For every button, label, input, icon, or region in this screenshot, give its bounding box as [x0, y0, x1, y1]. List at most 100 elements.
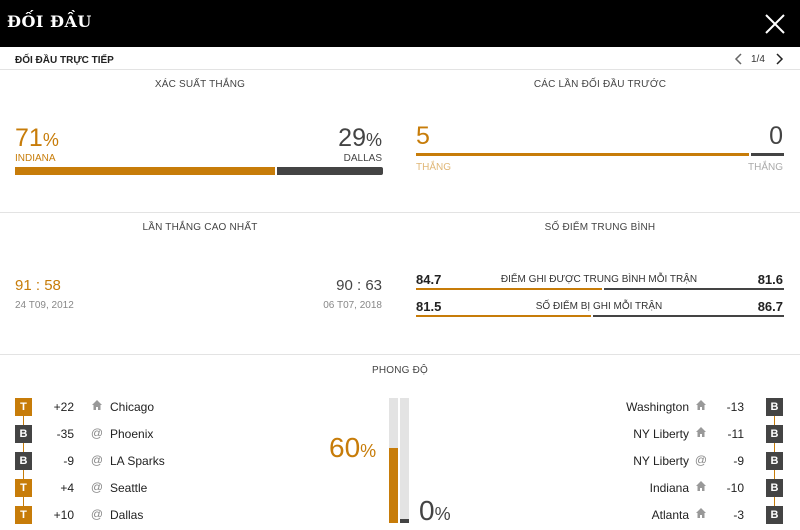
form-row: T +4 @ Seattle: [0, 479, 800, 497]
home-highest-score: 91 : 58: [15, 278, 61, 294]
away-team-label: DALLAS: [343, 153, 382, 164]
win-prob-title: XÁC SUẤT THẮNG: [154, 79, 246, 90]
away-form-bar-track: [400, 398, 409, 523]
away-form-pct-value: 0: [419, 495, 435, 526]
home-form-bar-track: [389, 398, 398, 523]
point-diff: -3: [733, 508, 744, 522]
pager-count: 1/4: [751, 54, 765, 65]
form-connector: [23, 443, 24, 452]
form-connector: [23, 416, 24, 425]
away-highest-score: 90 : 63: [336, 278, 382, 294]
form-row: B -9 @ NY Liberty: [0, 452, 800, 470]
result-badge: T: [15, 506, 32, 524]
away-win-prob: 29%: [338, 126, 382, 153]
away-highest-date: 06 T07, 2018: [323, 300, 382, 311]
pct-symbol: %: [434, 504, 451, 524]
chevron-right-icon[interactable]: [773, 52, 785, 66]
opponent-name[interactable]: NY Liberty: [633, 454, 689, 468]
away-previous-label: THẮNG: [748, 162, 783, 173]
form-row: B -10 Indiana: [0, 479, 800, 497]
avg-scored-home-bar: [416, 288, 602, 290]
form-connector: [23, 497, 24, 506]
opponent-name[interactable]: Chicago: [110, 400, 155, 414]
result-badge: B: [766, 398, 783, 416]
home-icon: [694, 507, 708, 521]
away-win-prob-bar: [277, 167, 383, 175]
avg-conceded-label: SỐ ĐIỂM BỊ GHI MỖI TRẬN: [535, 301, 663, 312]
result-badge: B: [766, 479, 783, 497]
score-sep: :: [356, 277, 362, 294]
form-row: B -35 @ Phoenix: [0, 425, 800, 443]
opponent-name[interactable]: Washington: [626, 400, 689, 414]
point-diff: -10: [726, 481, 744, 495]
highest-win-title: LẦN THẮNG CAO NHẤT: [142, 222, 258, 233]
avg-scored-away: 81.6: [757, 272, 783, 287]
form-title: PHONG ĐỘ: [371, 365, 429, 376]
away-form-pct: 0%: [419, 497, 451, 528]
opponent-name[interactable]: Atlanta: [651, 508, 689, 522]
avg-conceded-away-bar: [593, 315, 784, 317]
home-win-prob-value: 71: [15, 124, 43, 152]
close-icon[interactable]: [762, 11, 788, 37]
avg-scored-home: 84.7: [416, 272, 442, 287]
divider: [0, 354, 800, 355]
home-previous-label: THẮNG: [416, 162, 451, 173]
previous-meetings-title: CÁC LẦN ĐỐI ĐẦU TRƯỚC: [533, 79, 667, 90]
result-badge: B: [766, 425, 783, 443]
averages-title: SỐ ĐIỂM TRUNG BÌNH: [544, 222, 656, 233]
point-diff: -9: [733, 454, 744, 468]
form-connector: [23, 470, 24, 479]
avg-conceded-home-bar: [416, 315, 591, 317]
score-value: 63: [365, 277, 382, 294]
point-diff: +22: [53, 400, 74, 414]
result-badge: B: [15, 452, 32, 470]
avg-scored-label: ĐIỂM GHI ĐƯỢC TRUNG BÌNH MỖI TRẬN: [500, 274, 698, 285]
score-sep: :: [35, 277, 41, 294]
pct-symbol: %: [42, 130, 59, 150]
opponent-name[interactable]: Seattle: [110, 481, 148, 495]
opponent-name[interactable]: NY Liberty: [633, 427, 689, 441]
modal-header: ĐỐI ĐẦU: [0, 0, 800, 47]
opponent-name[interactable]: Indiana: [649, 481, 689, 495]
home-form-pct-value: 60: [329, 432, 361, 463]
at-icon: @: [694, 453, 708, 467]
at-icon: @: [90, 507, 104, 521]
point-diff: +4: [60, 481, 74, 495]
home-previous-wins: 5: [416, 122, 430, 150]
result-badge: T: [15, 479, 32, 497]
opponent-name[interactable]: Phoenix: [110, 427, 154, 441]
point-diff: -11: [727, 427, 744, 441]
form-connector: [774, 443, 775, 452]
result-badge: T: [15, 398, 32, 416]
home-icon: [694, 399, 708, 413]
away-previous-wins: 0: [769, 122, 783, 150]
point-diff: -13: [726, 400, 744, 414]
result-badge: B: [766, 452, 783, 470]
divider: [0, 212, 800, 213]
section-title-h2h: ĐỐI ĐẦU TRỰC TIẾP: [15, 55, 114, 66]
modal-title: ĐỐI ĐẦU: [7, 12, 92, 31]
point-diff: -9: [63, 454, 74, 468]
home-icon: [694, 480, 708, 494]
score-value: 58: [44, 277, 61, 294]
home-icon: [694, 426, 708, 440]
avg-scored-away-bar: [604, 288, 784, 290]
chevron-left-icon[interactable]: [733, 52, 745, 66]
pct-symbol: %: [360, 441, 377, 461]
form-row: B -3 Atlanta: [0, 506, 800, 524]
away-form-bar-fill: [400, 519, 409, 523]
home-win-prob: 71%: [15, 126, 59, 153]
at-icon: @: [90, 426, 104, 440]
home-team-label: INDIANA: [15, 153, 56, 164]
home-form-pct: 60%: [329, 434, 376, 465]
away-win-prob-value: 29: [338, 124, 366, 152]
avg-conceded-home: 81.5: [416, 299, 442, 314]
form-row: T +22 Chicago: [0, 398, 800, 416]
point-diff: -35: [56, 427, 74, 441]
opponent-name[interactable]: Dallas: [110, 508, 144, 522]
home-icon: [90, 399, 104, 413]
score-value: 91: [15, 277, 32, 294]
opponent-name[interactable]: LA Sparks: [110, 454, 165, 468]
form-connector: [774, 497, 775, 506]
score-value: 90: [336, 277, 353, 294]
